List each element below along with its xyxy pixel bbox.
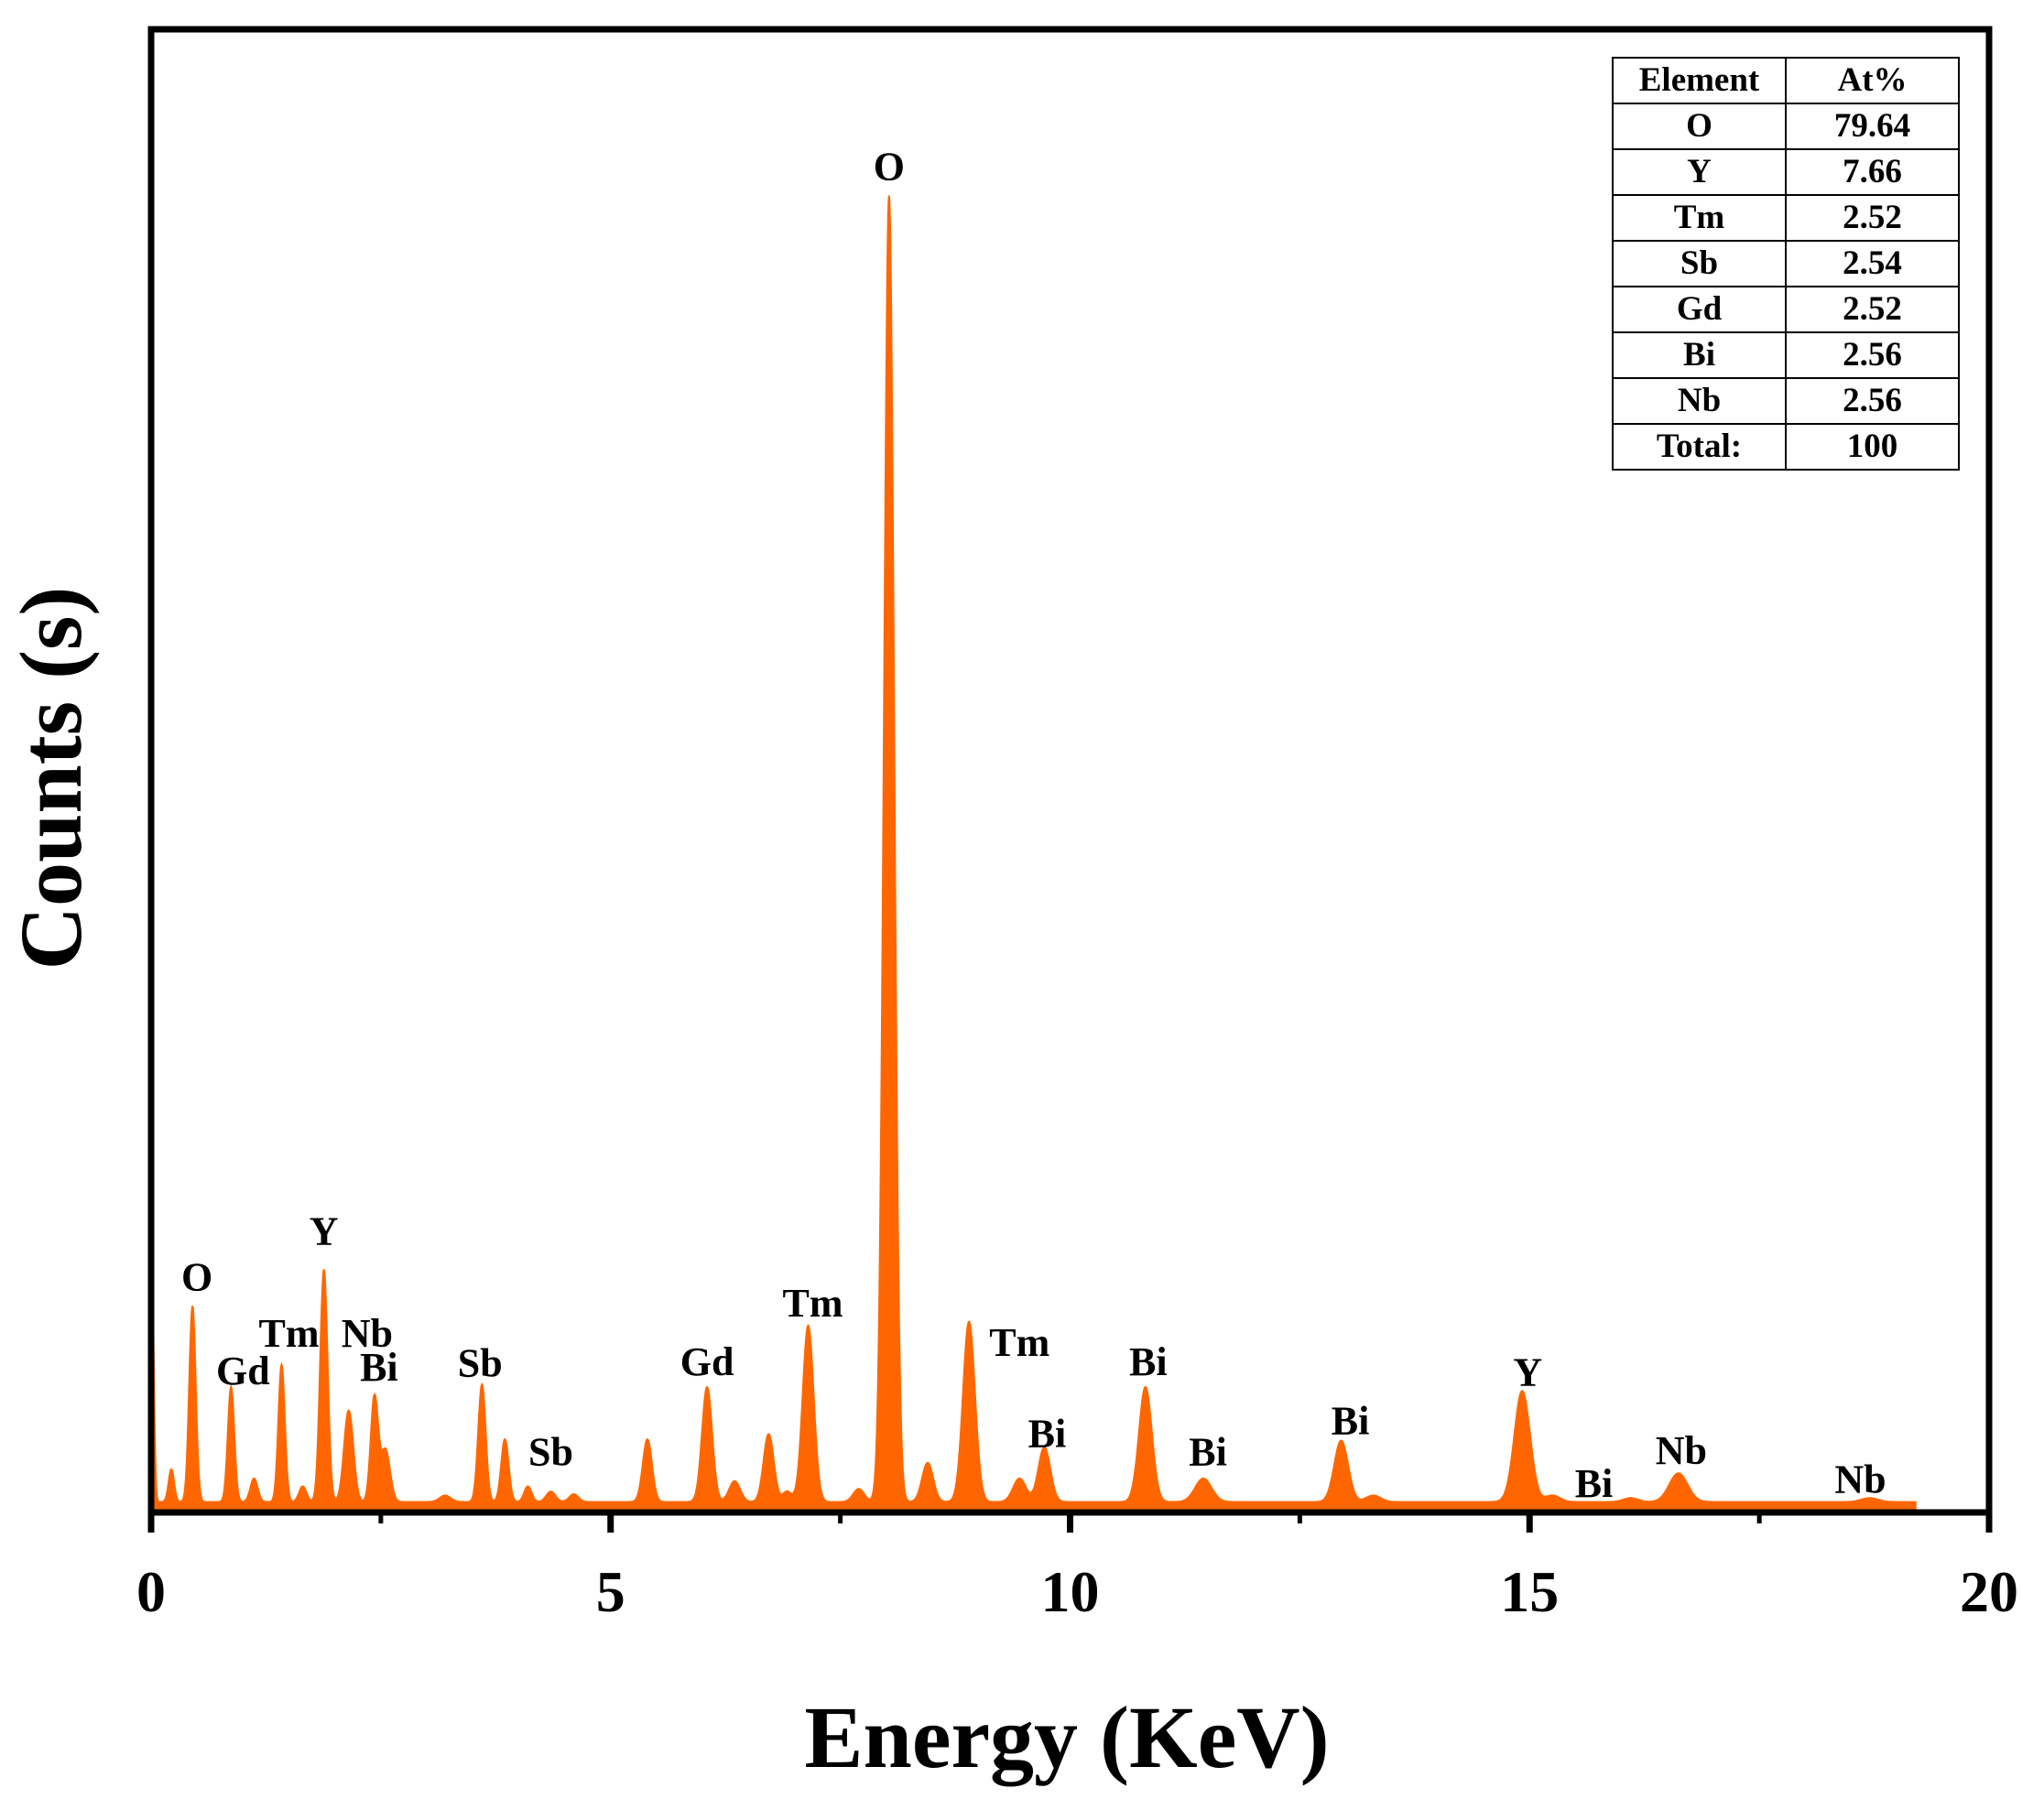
- x-tick-label: 15: [1500, 1559, 1559, 1624]
- table-row: Y 7.66: [1612, 148, 1960, 196]
- peak-label: Bi: [1332, 1398, 1370, 1443]
- element-cell: O: [1612, 103, 1787, 150]
- x-tick-label: 5: [596, 1559, 625, 1624]
- table-row: Tm 2.52: [1612, 194, 1960, 242]
- table-header-element: Element: [1612, 57, 1787, 104]
- x-axis-title: Energy (KeV): [804, 1688, 1329, 1786]
- at-percent-cell: 79.64: [1785, 103, 1960, 150]
- composition-table: Element At% O 79.64 Y 7.66 Tm 2.52 Sb 2.…: [1612, 57, 1960, 471]
- element-cell: Total:: [1612, 423, 1787, 471]
- peak-label: Bi: [1575, 1461, 1614, 1506]
- peak-label: Bi: [1129, 1339, 1168, 1384]
- at-percent-cell: 2.52: [1785, 286, 1960, 333]
- peak-label: Gd: [216, 1349, 270, 1393]
- at-percent-cell: 2.52: [1785, 194, 1960, 242]
- y-axis-title: Counts (s): [2, 587, 100, 970]
- at-percent-cell: 2.56: [1785, 377, 1960, 425]
- x-axis-ticks: 0 5 10 15 20: [136, 1512, 2018, 1624]
- peak-label: Nb: [342, 1311, 393, 1356]
- table-header-at-percent: At%: [1785, 57, 1960, 104]
- table-row: Sb 2.54: [1612, 240, 1960, 287]
- peak-label: Sb: [528, 1430, 573, 1475]
- x-tick-label: 0: [136, 1559, 166, 1624]
- element-cell: Nb: [1612, 377, 1787, 425]
- element-cell: Sb: [1612, 240, 1787, 287]
- table-row: Total: 100: [1612, 423, 1960, 471]
- table-header-row: Element At%: [1612, 57, 1960, 104]
- table-row: Gd 2.52: [1612, 286, 1960, 333]
- element-cell: Y: [1612, 148, 1787, 196]
- peak-label: Tm: [783, 1281, 843, 1326]
- table-row: Nb 2.56: [1612, 377, 1960, 425]
- peak-label: Nb: [1656, 1428, 1707, 1473]
- peak-label: Bi: [1189, 1430, 1227, 1475]
- at-percent-cell: 7.66: [1785, 148, 1960, 196]
- x-tick-label: 20: [1960, 1559, 2018, 1624]
- plot-layer: [150, 195, 1917, 1513]
- element-cell: Gd: [1612, 286, 1787, 333]
- peak-label: Y: [310, 1208, 339, 1253]
- peak-label: Bi: [360, 1345, 398, 1390]
- peak-label: O: [874, 144, 905, 189]
- peak-label: Nb: [1834, 1458, 1886, 1502]
- peak-label: Tm: [989, 1320, 1049, 1365]
- at-percent-cell: 2.56: [1785, 331, 1960, 379]
- peak-label: Y: [1513, 1350, 1542, 1395]
- at-percent-cell: 100: [1785, 423, 1960, 471]
- peak-label: Bi: [1028, 1412, 1067, 1457]
- table-row: O 79.64: [1612, 103, 1960, 150]
- x-tick-label: 10: [1041, 1559, 1100, 1624]
- element-cell: Bi: [1612, 331, 1787, 379]
- table-row: Bi 2.56: [1612, 331, 1960, 379]
- element-cell: Tm: [1612, 194, 1787, 242]
- peak-label: O: [181, 1254, 212, 1299]
- at-percent-cell: 2.54: [1785, 240, 1960, 287]
- peak-label: Gd: [680, 1339, 734, 1384]
- peak-label: Tm: [259, 1311, 320, 1356]
- peak-label: Sb: [458, 1341, 503, 1386]
- spectrum-area: [150, 195, 1917, 1513]
